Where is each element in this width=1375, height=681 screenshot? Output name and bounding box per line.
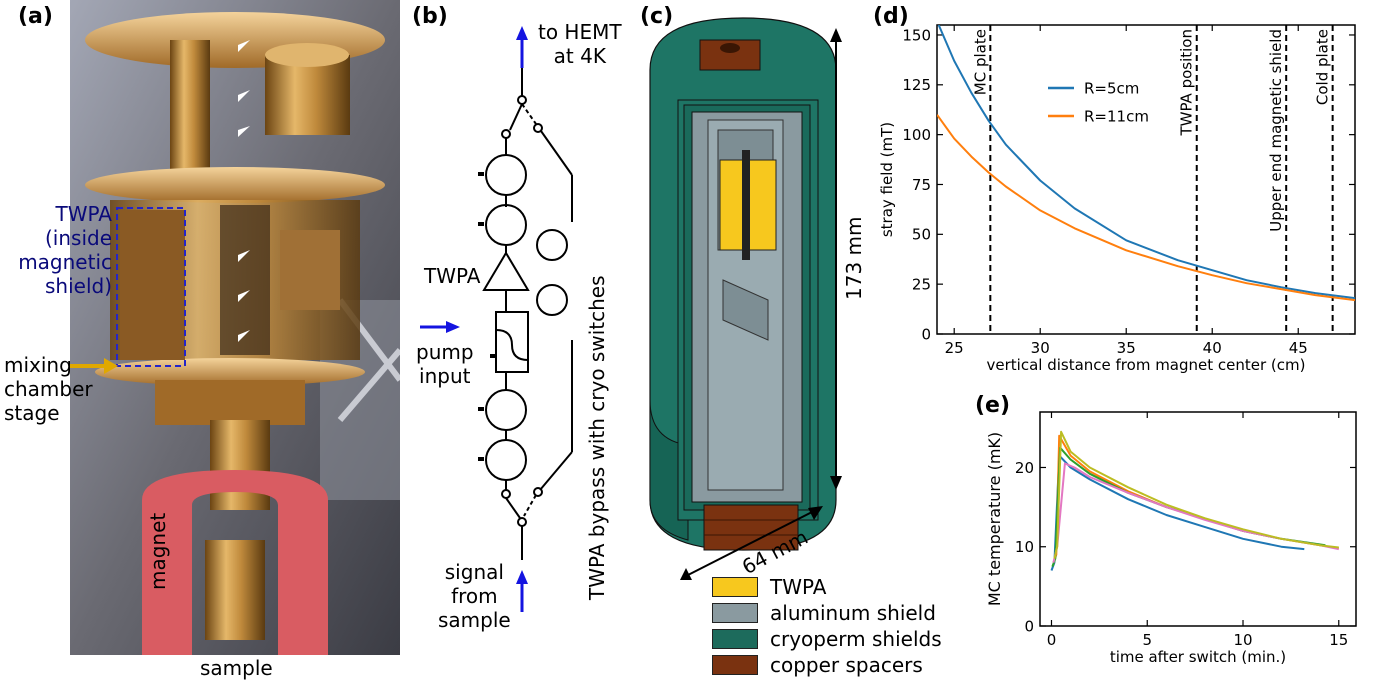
x-tick-label-d: 30: [1031, 339, 1050, 357]
legend-label-cryoperm: cryoperm shields: [770, 627, 942, 651]
legend-item-aluminum: aluminum shield: [712, 600, 942, 626]
twpa-label-line-2: (inside: [44, 226, 112, 250]
x-tick-label-d: 35: [1117, 339, 1136, 357]
series-line-e-4: [1053, 430, 1339, 559]
twpa-label-line-4: shield): [44, 274, 112, 298]
legend-item-twpa: TWPA: [712, 574, 942, 600]
vline-label-d: MC plate: [971, 29, 989, 95]
mixing-arrow-icon: [70, 358, 118, 374]
plot-frame-e: [1039, 411, 1357, 627]
series-line-e-1: [1052, 434, 1339, 563]
x-tick-label-d: 25: [945, 339, 964, 357]
signal-line-1: signal: [444, 560, 504, 584]
cryostat-photo: [70, 0, 403, 662]
y-tick-label-d: 125: [902, 76, 931, 94]
panel-b-label: (b): [412, 4, 448, 29]
y-tick-label-d: 75: [912, 176, 931, 194]
y-tick-label-d: 25: [912, 276, 931, 294]
signal-line-2: from: [451, 584, 498, 608]
pump-line-2: input: [419, 364, 471, 388]
y-tick-label-d: 0: [921, 325, 931, 343]
vline-label-d: Cold plate: [1314, 29, 1332, 105]
twpa-photo-label: TWPA (inside magnetic shield): [2, 202, 112, 298]
twpa-label-line-1: TWPA: [55, 202, 112, 226]
pump-input-label: pump input: [416, 340, 474, 388]
y-axis-label-d: stray field (mT): [878, 122, 896, 237]
twpa-label-line-3: magnetic: [18, 250, 112, 274]
mixing-chamber-label: mixing chamber stage: [4, 353, 93, 425]
y-tick-label-d: 150: [902, 26, 931, 44]
x-axis-label-d: vertical distance from magnet center (cm…: [987, 356, 1306, 374]
series-line-d-0: [937, 25, 1355, 300]
shield-drawing: [649, 17, 842, 580]
legend-label-d-1: R=11cm: [1084, 107, 1149, 125]
x-axis-label-e: time after switch (min.): [1110, 648, 1286, 666]
panel-a-label: (a): [18, 4, 53, 29]
y-tick-label-e: 0: [1024, 617, 1034, 635]
signal-line-3: sample: [438, 608, 511, 632]
legend-label-aluminum: aluminum shield: [770, 601, 936, 625]
legend-label-d-0: R=5cm: [1084, 79, 1139, 97]
to-hemt-label: to HEMT at 4K: [538, 20, 622, 68]
legend-swatch-aluminum: [712, 603, 758, 623]
legend-item-copper: copper spacers: [712, 652, 942, 678]
x-tick-label-e: 0: [1047, 631, 1057, 649]
x-tick-label-e: 15: [1329, 631, 1348, 649]
legend-label-copper: copper spacers: [770, 653, 923, 677]
legend-swatch-copper: [712, 655, 758, 675]
y-tick-label-e: 20: [1015, 459, 1034, 477]
legend-swatch-twpa: [712, 577, 758, 597]
series-line-d-1: [937, 114, 1355, 302]
schematic: [420, 26, 573, 612]
to-hemt-line-2: at 4K: [553, 44, 606, 68]
plot-frame-d: [936, 24, 1356, 335]
legend-label-twpa: TWPA: [770, 575, 827, 599]
pump-line-1: pump: [416, 340, 474, 364]
x-tick-label-e: 10: [1233, 631, 1252, 649]
series-line-e-2: [1051, 446, 1326, 567]
x-tick-label-e: 5: [1142, 631, 1152, 649]
y-tick-label-d: 50: [912, 226, 931, 244]
sample-label: sample: [200, 656, 273, 680]
mixing-line-3: stage: [4, 401, 60, 425]
y-tick-label-d: 100: [902, 126, 931, 144]
vline-label-d: Upper end magnetic shield: [1267, 29, 1285, 232]
y-axis-label-e: MC temperature (mK): [985, 432, 1004, 606]
vline-label-d: TWPA position: [1178, 29, 1196, 137]
to-hemt-line-1: to HEMT: [538, 20, 622, 44]
x-tick-label-d: 40: [1203, 339, 1222, 357]
twpa-amp-label: TWPA: [424, 264, 481, 288]
panel-d-label: (d): [873, 4, 909, 29]
x-tick-label-d: 45: [1289, 339, 1308, 357]
legend-swatch-cryoperm: [712, 629, 758, 649]
panel-e-label: (e): [975, 393, 1011, 418]
signal-label: signal from sample: [438, 560, 511, 632]
legend-item-cryoperm: cryoperm shields: [712, 626, 942, 652]
mixing-line-1: mixing: [4, 353, 72, 377]
y-tick-label-e: 10: [1015, 538, 1034, 556]
panel-c-label: (c): [640, 4, 674, 29]
mixing-line-2: chamber: [4, 377, 93, 401]
material-legend: TWPA aluminum shield cryoperm shields co…: [712, 574, 942, 678]
